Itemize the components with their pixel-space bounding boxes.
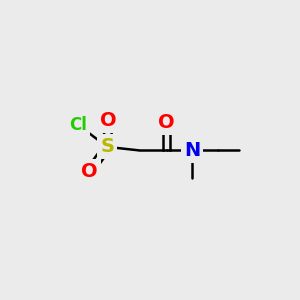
Text: Cl: Cl	[69, 116, 87, 134]
Text: O: O	[158, 113, 175, 132]
Text: N: N	[184, 141, 200, 160]
Text: O: O	[100, 111, 117, 130]
Text: O: O	[82, 162, 98, 181]
Text: S: S	[100, 137, 114, 156]
